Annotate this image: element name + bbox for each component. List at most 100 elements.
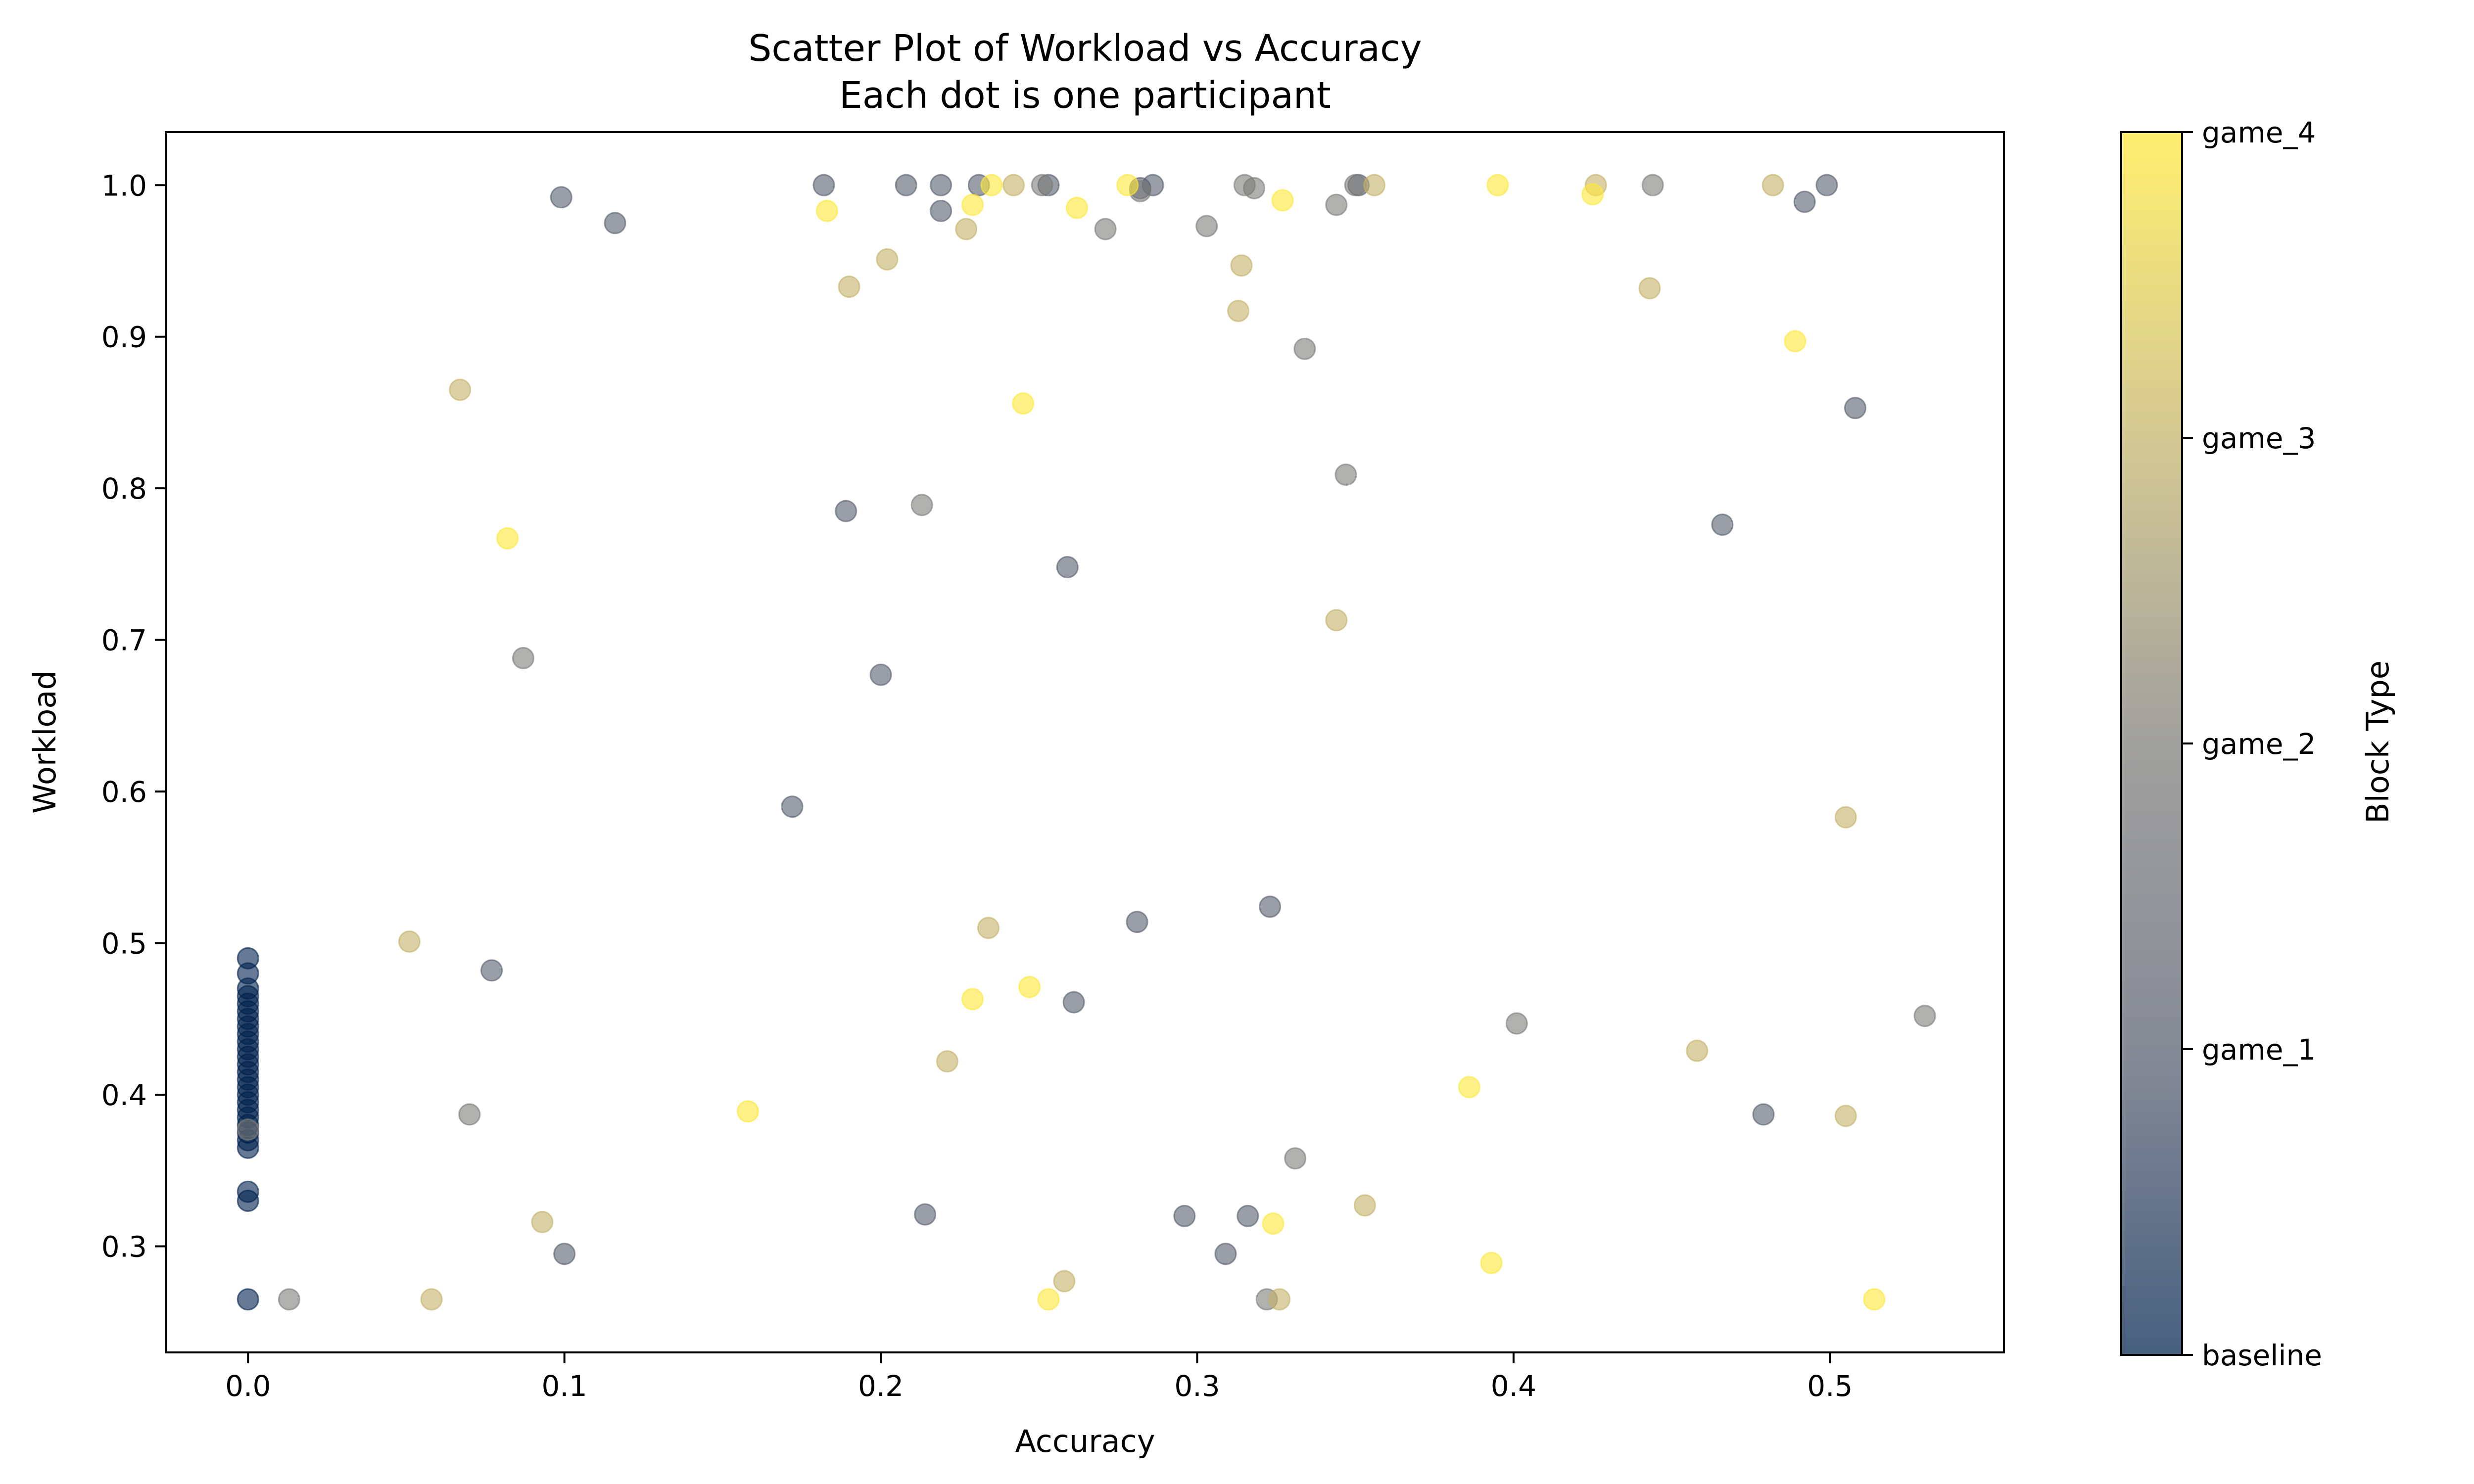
- x-axis-label: Accuracy: [1015, 1423, 1155, 1459]
- point-game_4-16: [1480, 1252, 1503, 1274]
- colorbar-tick-label-4: game_4: [2202, 116, 2316, 149]
- point-game_3-12: [1834, 806, 1857, 829]
- point-baseline-26: [237, 1288, 259, 1311]
- point-game_1-11: [1793, 190, 1816, 213]
- colorbar-gradient: [2121, 132, 2182, 1355]
- point-game_1-4: [930, 174, 952, 196]
- point-game_2-9: [1293, 337, 1316, 360]
- point-game_2-15: [458, 1103, 481, 1126]
- point-game_4-3: [1066, 196, 1088, 219]
- point-game_1-27: [1214, 1243, 1237, 1265]
- point-game_1-2: [812, 174, 835, 196]
- point-game_4-4: [1116, 174, 1139, 196]
- x-tick-label-3: 0.3: [1174, 1369, 1220, 1403]
- point-game_2-13: [1505, 1012, 1528, 1035]
- point-game_3-10: [449, 378, 472, 401]
- point-game_4-17: [1037, 1288, 1060, 1311]
- point-game_1-3: [895, 174, 917, 196]
- point-game_3-17: [1834, 1105, 1857, 1127]
- point-game_2-0: [1094, 218, 1117, 240]
- point-game_4-6: [1486, 174, 1509, 196]
- point-game_3-3: [838, 276, 860, 298]
- point-game_1-25: [1173, 1205, 1196, 1227]
- x-axis-ticks: 0.0 0.1 0.2 0.3 0.4 0.5: [225, 1352, 1853, 1403]
- point-game_1-5: [930, 199, 952, 222]
- x-tick-label-4: 0.4: [1491, 1369, 1536, 1403]
- point-game_4-2: [980, 174, 1003, 196]
- point-game_3-9: [1638, 277, 1661, 300]
- point-game_3-15: [936, 1050, 958, 1073]
- point-game_4-5: [1271, 189, 1294, 212]
- point-game_4-9: [1012, 392, 1035, 415]
- point-game_2-5: [1325, 193, 1348, 216]
- x-tick-label-2: 0.2: [858, 1369, 904, 1403]
- point-game_2-12: [512, 647, 534, 669]
- point-game_3-13: [398, 930, 421, 953]
- y-tick-label-3: 0.6: [101, 775, 147, 809]
- point-game_2-18: [278, 1288, 300, 1311]
- point-game_4-15: [1262, 1212, 1285, 1235]
- point-game_1-14: [1711, 513, 1734, 536]
- point-game_1-18: [781, 795, 804, 818]
- point-game_4-7: [1581, 183, 1604, 206]
- point-game_4-14: [1458, 1076, 1480, 1099]
- point-game_1-0: [550, 186, 572, 209]
- colorbar-tick-label-3: game_3: [2202, 421, 2316, 455]
- y-tick-label-6: 0.9: [101, 321, 147, 354]
- point-game_4-8: [1784, 330, 1807, 353]
- series-game_4: [496, 174, 1886, 1311]
- y-tick-label-7: 1.0: [101, 169, 147, 202]
- point-game_3-0: [955, 218, 978, 240]
- point-game_3-8: [1761, 174, 1784, 196]
- point-game_2-8: [1031, 174, 1053, 196]
- colorbar-tick-label-0: baseline: [2202, 1339, 2322, 1372]
- colorbar-tick-label-2: game_2: [2202, 727, 2316, 761]
- point-game_1-19: [480, 959, 503, 982]
- y-axis-ticks: 0.3 0.4 0.5 0.6 0.7 0.8 0.9 1.0: [101, 169, 166, 1263]
- point-game_1-13: [1844, 397, 1866, 419]
- plot-area-frame: [165, 131, 2005, 1353]
- point-game_1-17: [869, 663, 892, 686]
- colorbar-label: Block Type: [2360, 660, 2396, 824]
- point-game_4-12: [1018, 975, 1041, 998]
- series-game_2: [237, 174, 1936, 1311]
- point-game_3-22: [1268, 1288, 1291, 1311]
- point-game_1-28: [553, 1243, 576, 1265]
- y-tick-label-0: 0.3: [101, 1230, 147, 1263]
- point-game_3-1: [1002, 174, 1025, 196]
- point-game_4-0: [815, 199, 838, 222]
- series-game_1: [480, 174, 1866, 1265]
- point-game_2-16: [1284, 1147, 1307, 1170]
- point-game_4-1: [961, 193, 984, 216]
- point-game_1-22: [1062, 991, 1085, 1014]
- point-game_3-20: [1053, 1270, 1076, 1293]
- point-game_2-2: [1195, 215, 1218, 237]
- point-game_3-16: [1686, 1039, 1709, 1062]
- point-game_3-5: [1227, 300, 1250, 323]
- colorbar-tick-label-1: game_1: [2202, 1033, 2316, 1067]
- x-tick-label-5: 0.5: [1807, 1369, 1853, 1403]
- point-game_1-15: [835, 500, 857, 522]
- point-game_4-13: [737, 1100, 759, 1123]
- point-game_1-23: [1752, 1103, 1775, 1126]
- y-tick-label-4: 0.7: [101, 624, 147, 657]
- point-game_3-4: [1230, 254, 1253, 277]
- point-game_4-11: [961, 988, 984, 1011]
- series-game_3: [398, 174, 1857, 1311]
- point-baseline-25: [237, 1190, 259, 1212]
- point-game_2-14: [1913, 1005, 1936, 1027]
- y-tick-label-1: 0.4: [101, 1078, 147, 1112]
- chart-title: Scatter Plot of Workload vs Accuracy: [748, 27, 1422, 70]
- point-game_1-21: [1259, 895, 1282, 918]
- point-game_3-21: [420, 1288, 443, 1311]
- point-game_4-18: [1863, 1288, 1886, 1311]
- point-game_2-7: [1641, 174, 1664, 196]
- chart-subtitle: Each dot is one participant: [839, 74, 1331, 117]
- point-game_2-11: [910, 494, 933, 516]
- point-game_3-14: [977, 917, 999, 939]
- y-tick-label-2: 0.5: [101, 927, 147, 961]
- point-game_3-6: [1363, 174, 1386, 196]
- colorbar-ticks: baseline game_1 game_2 game_3 game_4: [2182, 116, 2322, 1372]
- colorbar: baseline game_1 game_2 game_3 game_4 Block T…: [2120, 116, 2396, 1372]
